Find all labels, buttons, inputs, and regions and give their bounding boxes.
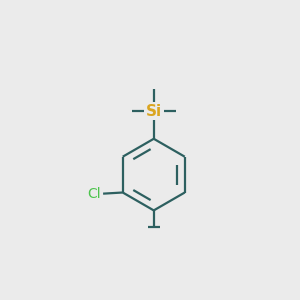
Text: Cl: Cl [88,187,101,201]
Text: Si: Si [146,103,162,118]
